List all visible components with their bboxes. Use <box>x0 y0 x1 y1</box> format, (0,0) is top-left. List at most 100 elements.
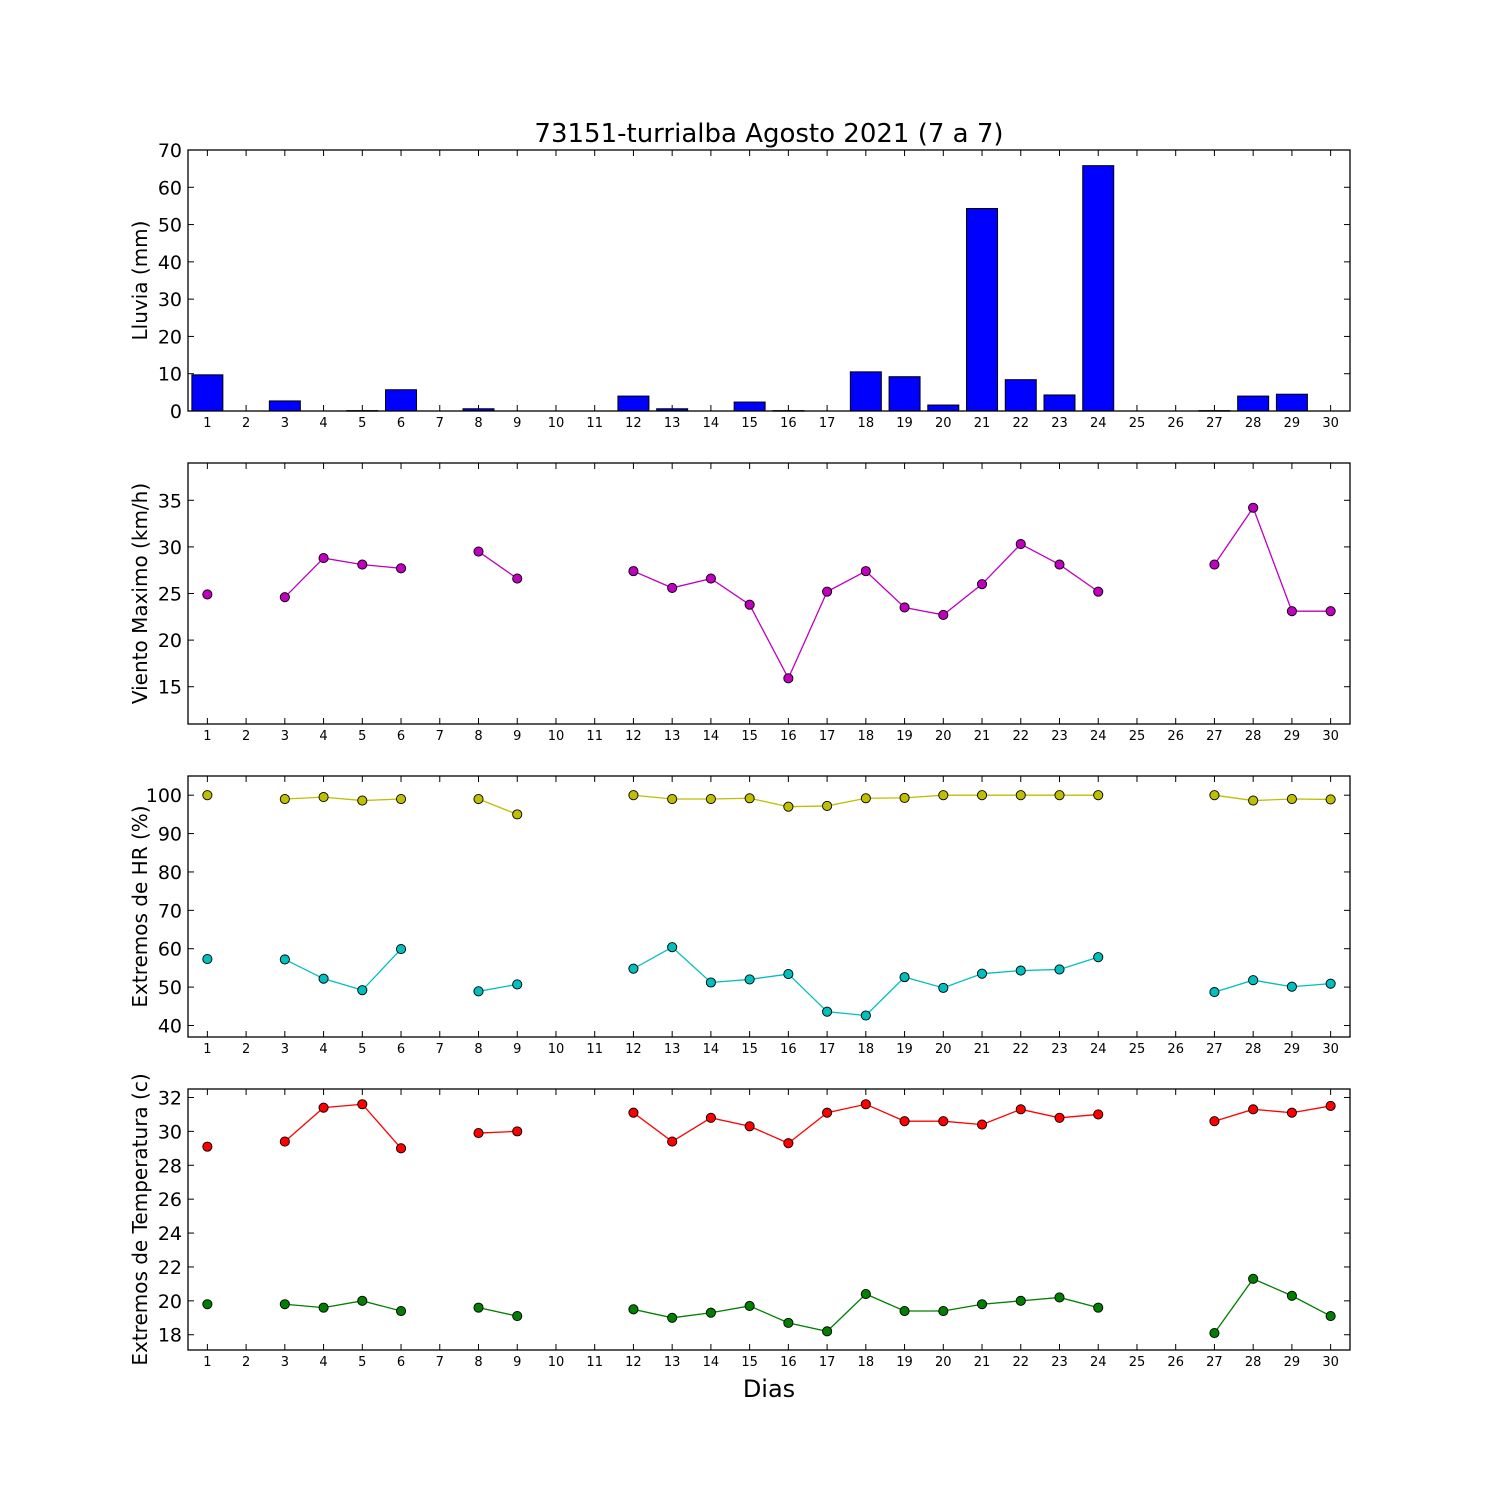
xtick-label: 27 <box>1206 1042 1223 1057</box>
data-point <box>512 979 523 990</box>
data-point <box>1093 1109 1104 1120</box>
data-point <box>744 793 755 804</box>
ytick-label: 10 <box>158 364 182 386</box>
xtick-label: 1 <box>203 729 211 744</box>
data-point <box>938 609 949 620</box>
xtick-label: 10 <box>548 1355 565 1370</box>
data-point <box>938 790 949 801</box>
ytick-label: 50 <box>158 215 182 237</box>
series-line <box>284 1300 402 1312</box>
xtick-label: 13 <box>664 416 681 431</box>
data-point <box>395 1143 407 1154</box>
xtick-label: 30 <box>1322 1355 1339 1370</box>
data-point <box>318 1302 329 1313</box>
data-point <box>318 792 329 803</box>
ytick-label: 24 <box>158 1223 182 1245</box>
data-point <box>473 1128 484 1139</box>
data-point <box>628 1107 639 1118</box>
ytick-label: 22 <box>158 1257 182 1279</box>
xtick-label: 5 <box>358 1042 366 1057</box>
xtick-label: 8 <box>474 416 482 431</box>
ytick-label: 80 <box>158 862 182 884</box>
xtick-label: 25 <box>1129 1355 1146 1370</box>
data-point <box>976 790 988 801</box>
xtick-label: 19 <box>896 416 913 431</box>
series-line <box>478 798 518 815</box>
series-line <box>284 796 402 802</box>
ytick-label: 40 <box>158 1015 182 1037</box>
xtick-label: 25 <box>1129 1042 1146 1057</box>
data-point <box>395 793 407 805</box>
series-line <box>284 557 402 598</box>
xtick-label: 16 <box>780 729 797 744</box>
data-point <box>1286 1107 1297 1118</box>
xtick-label: 5 <box>358 416 366 431</box>
xtick-label: 17 <box>819 416 836 431</box>
xtick-label: 12 <box>625 416 642 431</box>
xtick-label: 21 <box>974 416 991 431</box>
rain-bar <box>849 371 882 412</box>
xtick-label: 28 <box>1245 1042 1262 1057</box>
data-point <box>783 969 794 980</box>
xtick-label: 14 <box>703 1042 720 1057</box>
series-1 <box>202 1099 1336 1154</box>
rain-bar <box>1237 395 1270 412</box>
series-line <box>1214 979 1331 993</box>
xtick-label: 30 <box>1322 729 1339 744</box>
xtick-label: 8 <box>474 1042 482 1057</box>
y-axis-label: Extremos de Temperatura (c) <box>128 1073 152 1365</box>
data-point <box>1248 502 1259 513</box>
xtick-label: 24 <box>1090 416 1107 431</box>
data-point <box>1093 586 1104 597</box>
data-point <box>667 793 678 805</box>
data-point <box>1054 790 1065 801</box>
xtick-label: 9 <box>513 729 521 744</box>
plot-frame <box>187 775 1351 1038</box>
data-point <box>318 1102 329 1113</box>
plot-frame <box>187 149 1351 412</box>
data-point <box>938 1305 949 1317</box>
data-point <box>512 1126 523 1137</box>
data-point <box>822 1107 833 1118</box>
xtick-label: 2 <box>242 1355 250 1370</box>
xtick-label: 21 <box>974 1355 991 1370</box>
data-point <box>822 586 833 597</box>
xtick-label: 30 <box>1322 1042 1339 1057</box>
rain-bar <box>385 389 418 412</box>
data-point <box>357 1099 368 1110</box>
rain-bar <box>1043 394 1076 412</box>
data-point <box>318 553 329 564</box>
xtick-label: 22 <box>1012 1355 1029 1370</box>
xtick-label: 16 <box>780 416 797 431</box>
rain-bar <box>617 395 650 412</box>
data-point <box>744 1300 755 1311</box>
xtick-label: 13 <box>664 729 681 744</box>
xtick-label: 8 <box>474 729 482 744</box>
data-point <box>938 1116 949 1127</box>
y-axis-label: Viento Maximo (km/h) <box>128 483 152 704</box>
data-point <box>512 573 523 584</box>
ytick-label: 40 <box>158 252 182 274</box>
xtick-label: 27 <box>1206 729 1223 744</box>
xtick-label: 15 <box>741 1355 758 1370</box>
xtick-label: 28 <box>1245 1355 1262 1370</box>
plot-frame <box>187 462 1351 725</box>
xtick-label: 26 <box>1167 1042 1184 1057</box>
data-point <box>899 792 910 803</box>
xtick-label: 4 <box>319 729 327 744</box>
xtick-label: 24 <box>1090 1042 1107 1057</box>
rain-bar <box>1275 393 1308 412</box>
data-point <box>705 573 716 584</box>
series-line <box>1213 1278 1331 1334</box>
data-point <box>1015 790 1026 801</box>
series-line <box>284 948 402 991</box>
ytick-label: 26 <box>158 1189 182 1211</box>
xtick-label: 2 <box>242 1042 250 1057</box>
xtick-label: 18 <box>858 1042 875 1057</box>
xtick-label: 25 <box>1129 729 1146 744</box>
xtick-label: 10 <box>548 1042 565 1057</box>
xtick-label: 18 <box>858 416 875 431</box>
data-point <box>1325 1100 1336 1111</box>
